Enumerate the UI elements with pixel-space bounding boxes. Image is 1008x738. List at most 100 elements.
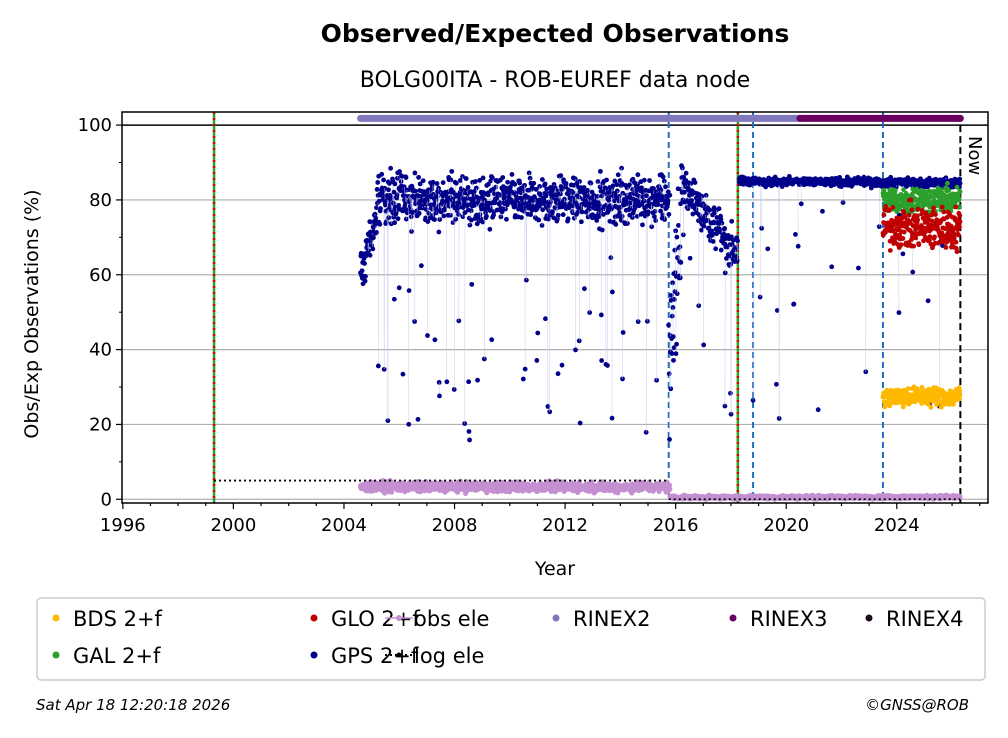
gps-2-f-point [640, 222, 645, 227]
glo-2-f-point [899, 242, 904, 247]
gps-2-f-point [799, 201, 804, 206]
glo-2-f-point [954, 240, 959, 245]
gps-2-f-point [711, 239, 716, 244]
gps-2-f-point [585, 188, 590, 193]
gal-2-f-point [955, 185, 960, 190]
gps-2-f-point [564, 181, 569, 186]
gps-2-f-point [793, 232, 798, 237]
gps-2-f-point [610, 290, 615, 295]
glo-2-f-point [909, 197, 914, 202]
gps-2-f-point [558, 173, 563, 178]
gps-2-f-point [413, 189, 418, 194]
gps-2-f-point [561, 212, 566, 217]
gps-2-f-point [375, 187, 380, 192]
gps-2-f-point [386, 187, 391, 192]
glo-2-f-point [915, 217, 920, 222]
gps-2-f-point [717, 206, 722, 211]
bds-2-f-point [901, 404, 906, 409]
glo-2-f-point [956, 233, 961, 238]
glo-2-f-point [931, 205, 936, 210]
gps-2-f-point [379, 172, 384, 177]
gps-2-f-point [466, 379, 471, 384]
gps-2-f-point [504, 217, 509, 222]
gps-2-f-point [728, 391, 733, 396]
chart-subtitle: BOLG00ITA - ROB-EUREF data node [360, 68, 750, 93]
gps-2-f-point [510, 172, 515, 177]
gps-2-f-point [430, 207, 435, 212]
gps-2-f-point [713, 246, 718, 251]
gps-2-f-point [671, 334, 676, 339]
gps-2-f-point [371, 235, 376, 240]
gps-2-f-point [820, 209, 825, 214]
gps-2-f-point [656, 202, 661, 207]
gps-2-f-point [381, 178, 386, 183]
gps-2-f-point [901, 251, 906, 256]
gps-2-f-point [958, 181, 963, 186]
gps-2-f-point [432, 217, 437, 222]
glo-2-f-point [944, 245, 949, 250]
gps-2-f-point [531, 181, 536, 186]
gps-2-f-point [397, 285, 402, 290]
gps-2-f-point [498, 200, 503, 205]
gps-2-f-point [573, 348, 578, 353]
gps-2-f-point [444, 379, 449, 384]
gps-2-f-point [729, 219, 734, 224]
gps-2-f-point [523, 367, 528, 372]
gps-2-f-point [363, 274, 368, 279]
gps-2-f-point [416, 417, 421, 422]
gps-2-f-point [669, 293, 674, 298]
gps-2-f-point [666, 199, 671, 204]
gps-2-f-point [473, 179, 478, 184]
gps-2-f-point [392, 220, 397, 225]
gps-2-f-point [441, 180, 446, 185]
glo-2-f-point [955, 249, 960, 254]
gps-2-f-point [374, 230, 379, 235]
gps-2-f-point [517, 181, 522, 186]
gps-2-f-point [493, 185, 498, 190]
gps-2-f-point [595, 194, 600, 199]
gps-2-f-point [534, 358, 539, 363]
gps-2-f-point [368, 253, 373, 258]
gps-2-f-point [375, 180, 380, 185]
gal-2-f-point [945, 181, 950, 186]
glo-2-f-point [913, 236, 918, 241]
gps-2-f-point [676, 223, 681, 228]
gps-2-f-point [393, 181, 398, 186]
gps-2-f-point [566, 216, 571, 221]
gps-2-f-point [419, 263, 424, 268]
gps-2-f-point [363, 279, 368, 284]
gps-2-f-point [449, 169, 454, 174]
gps-2-f-point [436, 230, 441, 235]
gps-2-f-point [597, 203, 602, 208]
gps-2-f-point [484, 214, 489, 219]
gps-2-f-point [910, 270, 915, 275]
glo-2-f-point [916, 242, 921, 247]
gps-2-f-point [897, 310, 902, 315]
gps-2-f-point [521, 377, 526, 382]
glo-2-f-point [890, 205, 895, 210]
gps-2-f-point [667, 193, 672, 198]
gps-2-f-point [816, 407, 821, 412]
gps-2-f-point [605, 363, 610, 368]
gps-2-f-point [556, 213, 561, 218]
gal-2-f-point [957, 197, 962, 202]
gps-2-f-point [791, 302, 796, 307]
gps-2-f-point [512, 182, 517, 187]
gps-2-f-point [582, 286, 587, 291]
gps-2-f-point [598, 169, 603, 174]
gps-2-f-point [456, 212, 461, 217]
gps-2-f-point [370, 247, 375, 252]
glo-2-f-point [957, 213, 962, 218]
gps-2-f-point [540, 177, 545, 182]
gps-2-f-point [666, 323, 671, 328]
gal-2-f-point [946, 188, 951, 193]
gps-2-f-point [774, 382, 779, 387]
gps-2-f-point [536, 218, 541, 223]
gps-2-f-point [580, 209, 585, 214]
gps-2-f-point [674, 342, 679, 347]
gps-2-f-point [610, 416, 615, 421]
glo-2-f-point [957, 225, 962, 230]
gps-2-f-point [735, 238, 740, 243]
glo-2-f-point [941, 210, 946, 215]
glo-2-f-point [916, 207, 921, 212]
